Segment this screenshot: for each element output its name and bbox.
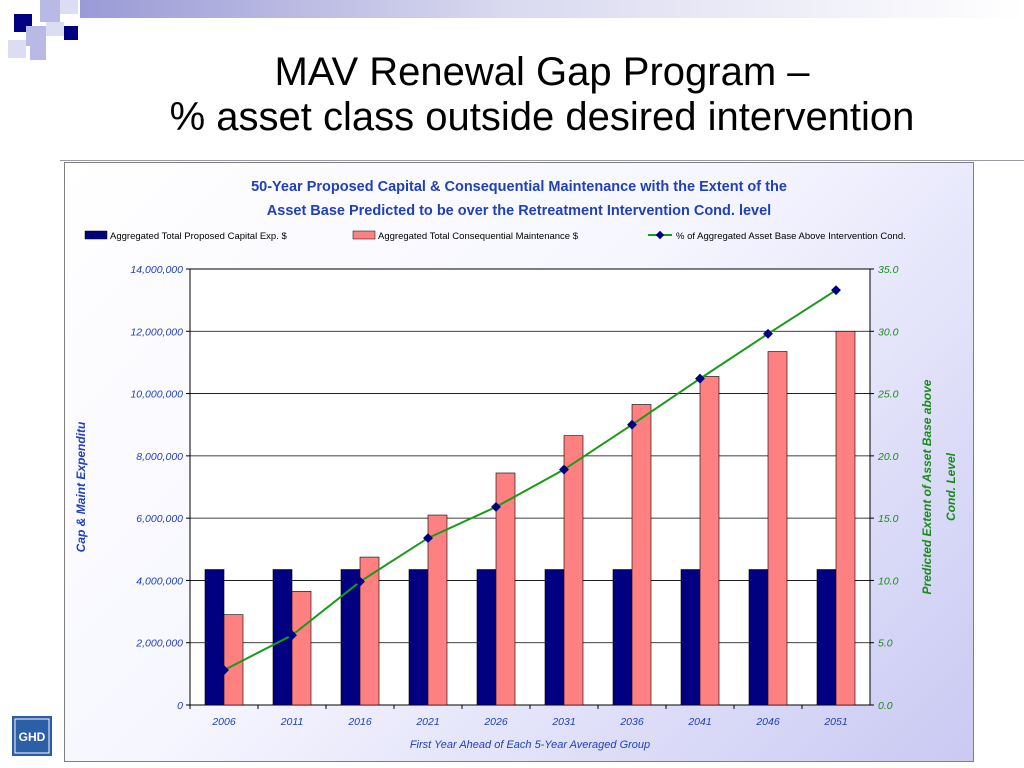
bar-capital <box>544 569 565 706</box>
left-tick-label: 6,000,000 <box>136 513 183 525</box>
x-tick-label: 2036 <box>619 716 644 728</box>
right-tick-label: 20.0 <box>877 451 899 463</box>
x-axis-label: First Year Ahead of Each 5-Year Averaged… <box>410 739 650 751</box>
logo-text: GHD <box>19 730 46 744</box>
x-tick-label: 2041 <box>687 716 711 728</box>
y-axis-label-left: Cap & Maint Expenditu <box>74 421 88 552</box>
line-marker <box>355 576 365 587</box>
line-marker <box>695 373 705 384</box>
bar-capital <box>204 569 225 706</box>
x-tick-label: 2026 <box>483 716 508 728</box>
bars <box>204 330 856 706</box>
y-axis-label-right-line-2: Cond. Level <box>944 452 958 521</box>
legend-label-capital: Aggregated Total Proposed Capital Exp. $ <box>110 231 287 242</box>
bar-maintenance <box>835 330 856 706</box>
top-band <box>80 0 1024 18</box>
line-marker <box>627 419 637 430</box>
left-axis-ticks: 0 2,000,000 4,000,000 6,000,000 8,000,000 10,… <box>130 264 190 712</box>
y-axis-label-right-line-1: Predicted Extent of Asset Base above <box>920 379 934 594</box>
x-tick-label: 2011 <box>280 716 304 728</box>
bar-maintenance <box>359 556 380 706</box>
chart-title-line-2: Asset Base Predicted to be over the Retr… <box>267 203 771 219</box>
left-tick-label: 12,000,000 <box>130 326 183 338</box>
legend-swatch-marker <box>655 230 665 240</box>
chart-frame: 50-Year Proposed Capital & Consequential… <box>64 162 974 762</box>
line-percent-above <box>223 289 837 672</box>
line-series <box>219 285 841 676</box>
line-marker <box>423 533 433 544</box>
line-marker <box>491 501 501 512</box>
left-tick-label: 14,000,000 <box>130 264 183 276</box>
bar-maintenance <box>427 514 448 706</box>
right-tick-label: 5.0 <box>878 638 893 650</box>
left-tick-label: 10,000,000 <box>130 389 183 401</box>
right-tick-label: 10.0 <box>878 575 899 587</box>
ghd-logo: GHD <box>12 716 52 756</box>
legend: Aggregated Total Proposed Capital Exp. $… <box>84 230 906 242</box>
corner-square <box>64 26 78 40</box>
legend-label-line: % of Aggregated Asset Base Above Interve… <box>676 231 906 242</box>
line-marker <box>219 665 229 676</box>
bar-capital <box>612 569 633 706</box>
legend-swatch-capital <box>84 230 108 240</box>
x-axis-ticks: 2006 2011 2016 2021 2026 2031 2036 2041 2046 2051 <box>189 705 848 728</box>
corner-square <box>46 22 64 36</box>
right-tick-label: 30.0 <box>878 326 899 338</box>
left-tick-label: 8,000,000 <box>136 451 183 463</box>
bar-capital <box>476 569 497 706</box>
right-tick-label: 0.0 <box>878 700 893 712</box>
line-marker <box>559 464 569 475</box>
line-marker <box>763 328 773 339</box>
x-tick-label: 2021 <box>415 716 439 728</box>
combo-chart: 50-Year Proposed Capital & Consequential… <box>74 179 958 751</box>
corner-square <box>40 0 60 22</box>
slide-title-line-2: % asset class outside desired interventi… <box>169 95 915 139</box>
x-tick-label: 2046 <box>755 716 780 728</box>
bar-maintenance <box>563 435 584 706</box>
left-tick-label: 0 <box>177 700 183 712</box>
corner-square <box>30 44 46 60</box>
bar-maintenance <box>291 591 312 706</box>
x-tick-label: 2006 <box>211 716 236 728</box>
bar-capital <box>408 569 429 706</box>
corner-square <box>26 26 46 46</box>
legend-swatch-maintenance <box>352 230 376 240</box>
right-tick-label: 15.0 <box>878 513 899 525</box>
legend-label-maintenance: Aggregated Total Consequential Maintenan… <box>378 231 579 242</box>
right-tick-label: 25.0 <box>877 389 899 401</box>
slide-title: MAV Renewal Gap Program – % asset class … <box>60 50 1024 140</box>
bar-maintenance <box>495 472 516 706</box>
line-marker <box>287 630 297 641</box>
x-tick-label: 2031 <box>551 716 575 728</box>
bar-maintenance <box>223 614 244 706</box>
bar-maintenance <box>631 404 652 706</box>
bar-capital <box>748 569 769 706</box>
corner-square <box>60 0 78 14</box>
left-tick-label: 4,000,000 <box>136 575 183 587</box>
right-tick-label: 35.0 <box>878 264 899 276</box>
title-divider <box>60 160 1024 161</box>
left-tick-label: 2,000,000 <box>135 638 183 650</box>
bar-capital <box>680 569 701 706</box>
line-marker <box>831 285 841 296</box>
slide-title-line-1: MAV Renewal Gap Program – <box>274 50 810 94</box>
bar-capital <box>816 569 837 706</box>
bar-maintenance <box>767 351 788 706</box>
x-tick-label: 2051 <box>823 716 847 728</box>
chart-title-line-1: 50-Year Proposed Capital & Consequential… <box>251 179 787 195</box>
right-axis-ticks: 0.0 5.0 10.0 15.0 20.0 25.0 30.0 35.0 <box>870 264 899 712</box>
bar-maintenance <box>699 376 720 706</box>
x-tick-label: 2016 <box>347 716 372 728</box>
corner-square <box>8 40 26 58</box>
